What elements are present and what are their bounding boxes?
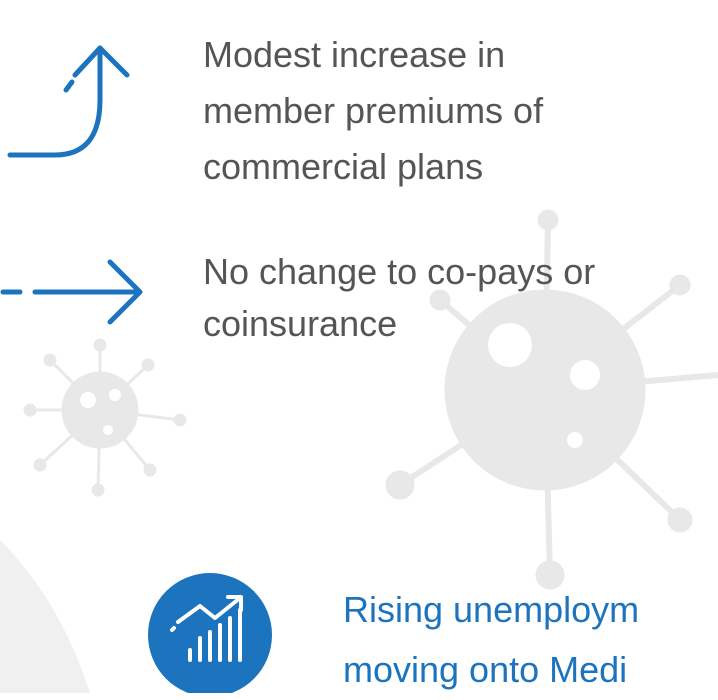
virus-small — [24, 339, 186, 496]
text-line: Rising unemploym — [343, 580, 639, 640]
text-line: No change to co-pays or — [203, 246, 595, 298]
text-line: commercial plans — [203, 139, 543, 195]
chart-icon — [148, 573, 272, 693]
right-arrow-icon — [3, 262, 140, 322]
text-line: coinsurance — [203, 298, 595, 350]
item-text: Modest increase in member premiums of co… — [203, 27, 543, 195]
page: {"items": [ {"lines": ["Modest increase … — [0, 0, 718, 693]
item-text: No change to co-pays or coinsurance — [203, 246, 595, 350]
up-arrow-icon — [10, 48, 127, 155]
text-line: member premiums of — [203, 83, 543, 139]
text-line: moving onto Medi — [343, 640, 639, 700]
item-text: Rising unemploym moving onto Medi — [343, 580, 639, 700]
text-line: Modest increase in — [203, 27, 543, 83]
background-shape — [0, 540, 90, 693]
